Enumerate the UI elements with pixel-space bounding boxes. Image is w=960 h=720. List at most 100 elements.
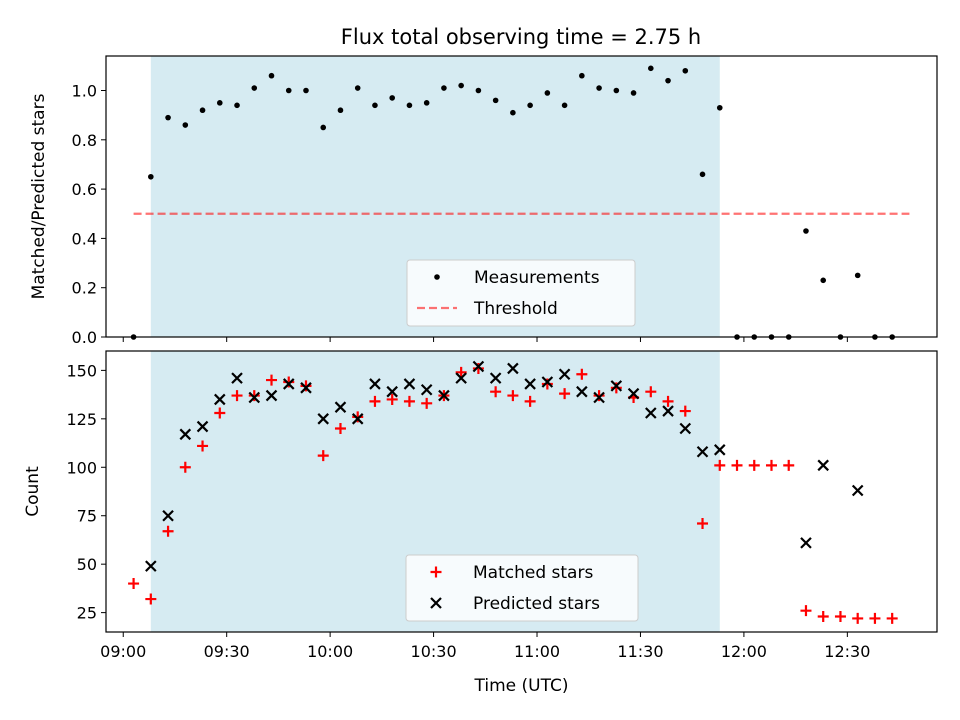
predicted-star-point: [627, 387, 640, 400]
y-tick-label: 0.8: [72, 131, 97, 150]
axes-frame: [105, 350, 938, 633]
matched-star-point: [334, 423, 346, 435]
predicted-star-point: [282, 378, 295, 390]
predicted-star-point: [576, 385, 588, 398]
measurement-point: [320, 124, 327, 131]
matched-star-point: [662, 395, 674, 407]
x-tick-label: 09:00: [100, 642, 146, 661]
matched-star-point: [145, 593, 157, 605]
measurement-point: [682, 67, 689, 74]
matched-star-point: [731, 459, 743, 471]
legend-box: [406, 259, 636, 327]
matched-star-point: [714, 459, 726, 471]
matched-star-point: [490, 386, 502, 398]
matched-star-point: [214, 407, 226, 419]
figure-title: Flux total observing time = 2.75 h: [341, 25, 701, 49]
predicted-star-point: [317, 413, 330, 425]
y-tick-label: 0.4: [72, 229, 97, 248]
matched-star-point: [197, 440, 209, 452]
x-tick-label: 11:30: [617, 642, 663, 661]
matched-star-point: [352, 411, 364, 423]
matched-star-point: [610, 382, 622, 394]
measurement-point: [251, 85, 258, 91]
matched-star-point: [248, 390, 260, 402]
measurement-point: [561, 102, 568, 109]
measurement-point: [165, 114, 171, 121]
predicted-star-point: [231, 372, 243, 384]
measurement-point: [475, 87, 482, 94]
matched-star-point: [834, 610, 846, 622]
measurement-point: [630, 90, 637, 96]
legend-label: Predicted stars: [473, 594, 600, 614]
matched-star-point: [266, 374, 278, 386]
legend: Measurements Threshold: [406, 259, 636, 327]
predicted-star-point: [369, 378, 381, 390]
x-tick-label: 10:30: [411, 642, 457, 661]
axes-frame: [105, 55, 938, 338]
predicted-star-point: [438, 389, 450, 402]
legend-label: Measurements: [474, 268, 600, 288]
predicted-star-point: [541, 376, 554, 388]
predicted-star-point: [593, 391, 605, 404]
y-tick-label: 0.0: [72, 328, 97, 347]
matched-star-point: [800, 605, 812, 617]
matched-star-point: [765, 459, 777, 471]
x-tick-label: 11:00: [514, 642, 560, 661]
measurement-point: [527, 102, 533, 109]
measurement-point: [458, 82, 464, 89]
measurement-point: [285, 87, 292, 94]
predicted-star-point: [472, 360, 485, 373]
predicted-star-point: [214, 393, 226, 406]
matched-star-point: [455, 366, 467, 378]
legend-predicted-marker: [430, 597, 442, 609]
measurement-point: [389, 95, 395, 101]
measurement-point: [648, 65, 654, 72]
matched-star-point: [421, 397, 433, 409]
predicted-star-point: [507, 362, 519, 375]
measurement-point: [803, 228, 809, 234]
x-tick-label: 12:00: [721, 642, 767, 661]
predicted-star-point: [610, 380, 623, 392]
matched-star-point: [507, 390, 519, 402]
matched-star-point: [852, 612, 864, 624]
predicted-star-point: [145, 560, 157, 572]
measurement-point: [716, 104, 723, 111]
measurement-point: [216, 100, 223, 106]
measurement-point: [372, 102, 378, 109]
legend-matched-marker: [430, 566, 442, 578]
predicted-star-point: [489, 372, 502, 384]
measurement-point: [854, 272, 861, 279]
legend-measurement-marker: [434, 274, 440, 280]
matched-star-point: [162, 525, 174, 537]
measurement-point: [423, 100, 430, 106]
measurement-point: [820, 277, 827, 284]
matched-star-point: [886, 612, 898, 624]
matched-star-point: [179, 461, 191, 473]
x-tick-label: 10:00: [307, 642, 353, 661]
measurement-point: [613, 87, 620, 94]
legend-label: Threshold: [473, 299, 558, 319]
x-tick-label: 12:30: [824, 642, 870, 661]
legend-label: Matched stars: [473, 563, 593, 583]
measurement-point: [492, 97, 499, 104]
bottom-panel: 25 50 75 100 125 150 09:00 09:30 10:00 10:30 11:00…: [23, 350, 938, 696]
predicted-star-point: [196, 420, 209, 433]
measurement-point: [199, 107, 206, 114]
predicted-star-point: [713, 444, 726, 456]
measurement-point: [406, 102, 413, 109]
matched-star-point: [697, 517, 709, 529]
predicted-star-point: [851, 484, 864, 497]
matched-star-point: [748, 459, 760, 471]
y-axis-label: Matched/Predicted stars: [29, 93, 49, 299]
y-axis-label: Count: [23, 466, 43, 517]
measurement-point: [510, 109, 516, 116]
y-tick-label: 150: [66, 361, 97, 380]
measurement-point: [268, 72, 275, 79]
predicted-star-point: [800, 537, 812, 549]
predicted-star-point: [386, 385, 398, 398]
predicted-star-point: [265, 389, 278, 402]
legend-box: [405, 554, 639, 622]
predicted-star-point: [645, 407, 657, 419]
y-tick-label: 1.0: [72, 82, 97, 101]
matched-star-point: [783, 459, 795, 471]
